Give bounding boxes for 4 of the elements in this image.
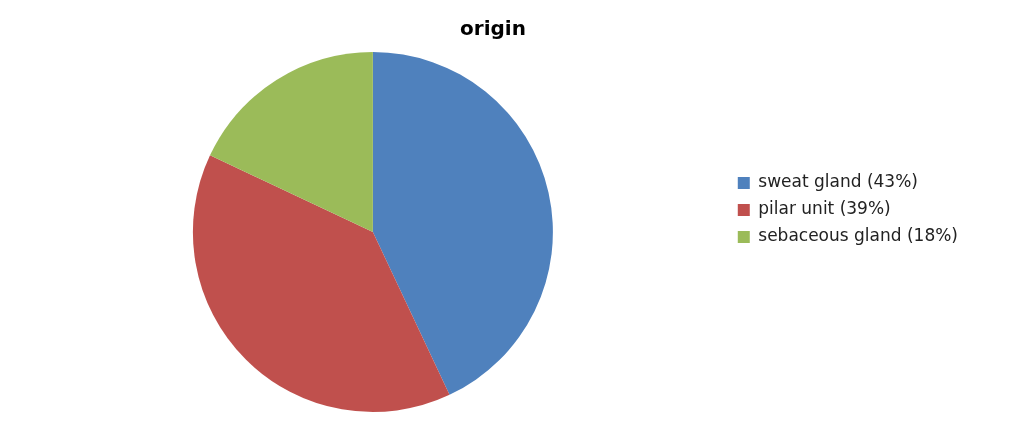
chart-title: origin bbox=[460, 16, 526, 41]
legend-label: sweat gland (43%) bbox=[758, 171, 918, 192]
legend-label: pilar unit (39%) bbox=[758, 198, 891, 219]
legend-label: sebaceous gland (18%) bbox=[758, 225, 958, 246]
